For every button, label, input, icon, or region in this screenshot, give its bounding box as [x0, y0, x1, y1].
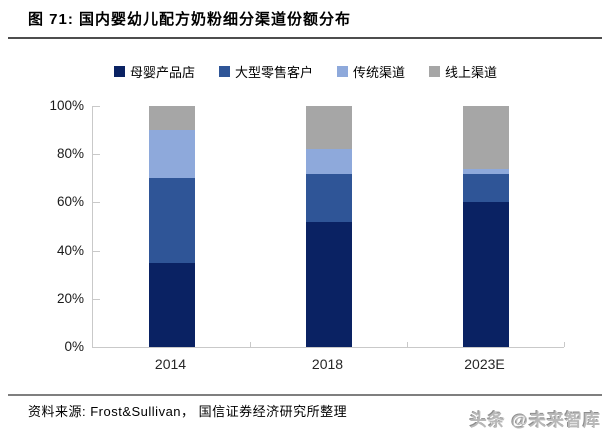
figure-title: 图 71: 国内婴幼儿配方奶粉细分渠道份额分布: [28, 11, 352, 28]
legend-swatch-icon: [218, 65, 230, 77]
y-tick-mark: [93, 154, 100, 156]
x-category-label: 2018: [311, 356, 344, 372]
bar-segment: [148, 262, 195, 347]
chart-plot-area: [92, 106, 565, 348]
source-note: 资料来源: Frost&Sullivan， 国信证券经济研究所整理: [28, 404, 348, 419]
bar-segment: [305, 149, 352, 174]
x-tick-mark: [250, 342, 251, 347]
legend-item-0: 母婴产品店: [113, 62, 195, 81]
y-tick-mark: [93, 250, 100, 252]
y-tick-label: 60%: [56, 194, 84, 210]
legend-label: 大型零售客户: [234, 64, 313, 80]
x-category-label: 2023E: [464, 356, 505, 372]
bar-segment: [462, 168, 509, 174]
bar-segment: [462, 202, 509, 347]
bar-segment: [305, 221, 352, 347]
bar-segment: [462, 106, 509, 169]
bar-segment: [148, 106, 195, 131]
legend-swatch-icon: [113, 65, 125, 77]
y-tick-label: 40%: [56, 242, 84, 258]
stacked-bar-2018: [305, 106, 352, 347]
y-tick-label: 20%: [56, 290, 84, 306]
x-tick-mark: [407, 342, 408, 347]
y-tick-label: 0%: [64, 339, 84, 354]
legend-label: 线上渠道: [445, 64, 498, 80]
bar-segment: [305, 106, 352, 150]
legend-label: 母婴产品店: [129, 64, 195, 80]
x-tick-mark: [564, 342, 565, 347]
stacked-bar-2023E: [462, 106, 509, 347]
title-divider: [8, 37, 602, 39]
bar-segment: [305, 173, 352, 222]
watermark-text: 头条 @未来智库: [469, 411, 601, 430]
legend-swatch-icon: [429, 65, 441, 77]
bar-segment: [148, 130, 195, 179]
y-tick-mark: [93, 106, 100, 107]
stacked-bar-2014: [148, 106, 195, 347]
legend-label: 传统渠道: [353, 64, 406, 80]
bar-segment: [462, 173, 509, 203]
bar-segment: [148, 178, 195, 263]
y-tick-label: 100%: [49, 98, 84, 113]
legend-item-2: 传统渠道: [337, 62, 405, 81]
x-category-label: 2014: [154, 356, 187, 372]
y-tick-label: 80%: [56, 146, 84, 162]
y-tick-mark: [93, 202, 100, 204]
legend-item-3: 线上渠道: [429, 62, 497, 81]
y-tick-mark: [93, 298, 100, 300]
legend-item-1: 大型零售客户: [218, 62, 313, 81]
chart-legend: 母婴产品店 大型零售客户 传统渠道 线上渠道: [0, 61, 611, 81]
footer-divider: [8, 394, 602, 396]
legend-swatch-icon: [337, 65, 348, 77]
